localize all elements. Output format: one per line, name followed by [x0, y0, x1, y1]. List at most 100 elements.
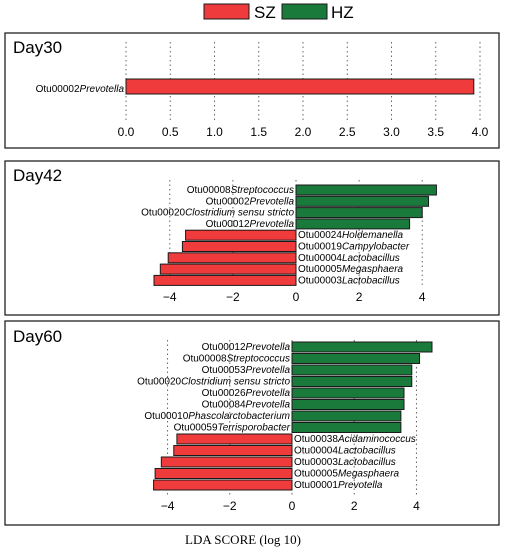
tick-label: −2	[226, 290, 240, 304]
taxon-name: Lactobacillus	[342, 275, 400, 286]
tick-label: −4	[163, 290, 177, 304]
x-axis-label: LDA SCORE (log 10)	[185, 532, 301, 547]
bar-label: Otu00002Prevotella	[206, 196, 295, 207]
bar-hz	[295, 207, 423, 219]
otu-id: Otu00004	[298, 253, 342, 264]
taxon-name: Lactobacillus	[342, 253, 400, 264]
legend-label-sz: SZ	[254, 3, 276, 22]
otu-id: Otu00004	[294, 446, 338, 457]
bar-hz	[291, 399, 405, 410]
taxon-name: Prevotella	[250, 219, 295, 230]
bar-label: Otu00012Prevotella	[202, 342, 291, 353]
bar-hz	[291, 410, 402, 422]
otu-id: Otu00003	[298, 275, 342, 286]
bar-sz	[185, 229, 297, 241]
panel-day60: Day60−4 −2 0 2 4Otu00012PrevotellaOtu00008St…	[4, 320, 500, 526]
otu-id: Otu00020	[137, 377, 181, 388]
bar-label: Otu00084Prevotella	[202, 400, 291, 411]
taxon-name: Lactobacillus	[338, 446, 396, 457]
bar-hz	[291, 341, 433, 353]
panel-day30: Day30 0.0 0.5 1.0 1.5 2.0 2.5 3.0 3.5 4.0 Otu00002…	[4, 32, 500, 149]
bar-label: Otu00005Megasphaera	[298, 264, 404, 275]
bar-sz	[153, 274, 297, 286]
tick-label: 1.5	[250, 125, 267, 139]
otu-id: Otu00002	[206, 196, 250, 207]
taxon-name: Campylobacter	[342, 242, 410, 253]
tick-label: 2.5	[339, 125, 356, 139]
bar-label: Otu00010Phascolarctobacterium	[144, 411, 290, 422]
otu-id: Otu00003	[294, 457, 338, 468]
otu-id: Otu00005	[294, 469, 338, 480]
bar-sz	[125, 78, 475, 95]
taxon-name: Terrisporobacter	[218, 423, 291, 434]
otu-id: Otu00008	[187, 185, 231, 196]
taxon-name: Streptococcus	[231, 185, 294, 196]
bar-sz	[153, 479, 293, 491]
bar-label: Otu00003Lactobacillus	[298, 275, 400, 286]
bar-label: Otu00020Clostridium sensu stricto	[141, 208, 294, 219]
taxon-name: Megasphaera	[342, 264, 404, 275]
bar-hz	[291, 376, 413, 387]
taxon-name: Phascolarctobacterium	[188, 411, 290, 422]
tick-label: 4	[419, 290, 426, 304]
bar-label: Otu00019Campylobacter	[298, 242, 410, 253]
bar-sz	[176, 433, 293, 445]
otu-id: Otu00012	[202, 342, 246, 353]
bar-label: Otu00059Terrisporobacter	[174, 423, 291, 434]
otu-id: Otu00053	[202, 365, 246, 376]
otu-id: Otu00008	[183, 354, 227, 365]
tick-label: 4	[413, 499, 420, 513]
bar-sz	[173, 445, 293, 456]
bar-label: Otu00008Streptococcus	[187, 185, 294, 196]
taxon-name: Acidaminococcus	[337, 434, 416, 445]
tick-label: 0	[289, 499, 296, 513]
tick-label: 1.0	[206, 125, 223, 139]
panel-title: Day30	[13, 38, 62, 57]
tick-label: 0.0	[118, 125, 135, 139]
otu-id: Otu00024	[298, 230, 342, 241]
bar-hz	[295, 218, 411, 230]
panel-title: Day42	[13, 166, 62, 185]
bar-label: Otu00020Clostridium sensu stricto	[137, 377, 290, 388]
taxon-name: Clostridium sensu stricto	[185, 208, 294, 219]
bar-sz	[154, 468, 293, 479]
otu-id: Otu00001	[294, 480, 338, 491]
otu-id: Otu00084	[202, 400, 246, 411]
bar-hz	[295, 184, 437, 196]
taxon-name: Holdemanella	[342, 230, 404, 241]
tick-label: 0.5	[162, 125, 179, 139]
tick-label: 3.5	[427, 125, 444, 139]
bar-label: Otu00005Megasphaera	[294, 469, 400, 480]
panel-day42: Day42−4 −2 0 2 4Otu00008StreptococcusOtu0000…	[4, 160, 500, 316]
taxon-name: Streptococcus	[227, 354, 290, 365]
taxon-name: Prevotella	[250, 196, 295, 207]
tick-label: 0	[293, 290, 300, 304]
bar-sz	[160, 456, 293, 468]
bar-label: Otu00001Prevotella	[294, 480, 383, 491]
otu-id: Otu00059	[174, 423, 218, 434]
otu-id: Otu00005	[298, 264, 342, 275]
bar-label: Otu00003Lactobacillus	[294, 457, 396, 468]
taxon-name: Prevotella	[80, 84, 125, 95]
bar-label: Otu00008Streptococcus	[183, 354, 290, 365]
bar-sz	[159, 263, 297, 275]
bar-label: Otu00024Holdemanella	[298, 230, 404, 241]
tick-label: 2.0	[295, 125, 312, 139]
tick-label: 3.0	[383, 125, 400, 139]
bar-label: Otu00026Prevotella	[202, 388, 291, 399]
taxon-name: Prevotella	[246, 388, 291, 399]
legend: SZ HZ	[203, 3, 354, 22]
taxon-name: Prevotella	[246, 342, 291, 353]
bar-sz	[181, 241, 297, 252]
taxon-name: Prevotella	[246, 365, 291, 376]
bar-hz	[291, 422, 402, 433]
bar-hz	[291, 364, 413, 376]
otu-id: Otu00019	[298, 242, 342, 253]
taxon-name: Clostridium sensu stricto	[181, 377, 290, 388]
tick-label: −4	[161, 499, 175, 513]
bar-hz	[291, 387, 405, 399]
panel-title: Day60	[13, 327, 62, 346]
taxon-name: Prevotella	[246, 400, 291, 411]
legend-swatch-sz	[203, 3, 250, 20]
